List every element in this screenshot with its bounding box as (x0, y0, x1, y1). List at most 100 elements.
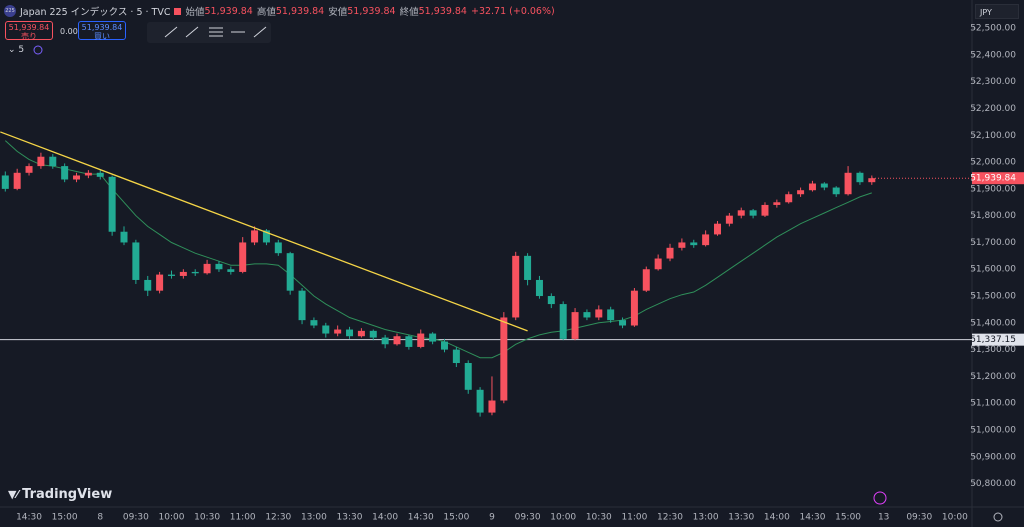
x-tick-label: 10:30 (194, 513, 220, 523)
candle-body (84, 172, 92, 176)
candle-body (298, 290, 306, 321)
candle-body (808, 183, 816, 191)
x-tick-label: 09:30 (906, 513, 932, 523)
candle-body (476, 389, 484, 413)
tool-icon[interactable] (253, 26, 267, 38)
y-tick-label: 51,300.00 (970, 345, 1016, 355)
y-tick-label: 51,800.00 (970, 211, 1016, 221)
candle-body (464, 363, 472, 390)
hline-label: 51,337.15 (970, 335, 1016, 345)
symbol[interactable]: Japan 225 インデックス · 5 · TVC (20, 7, 171, 18)
x-tick-label: 13:30 (337, 513, 363, 523)
ohlc-value: 51,939.84 (347, 5, 396, 17)
x-tick-label: 11:00 (230, 513, 256, 523)
candle-body (761, 204, 769, 216)
candle-body (203, 263, 211, 274)
candle-body (429, 333, 437, 342)
candle-body (547, 296, 555, 305)
y-tick-label: 52,500.00 (970, 24, 1016, 34)
candle-body (488, 400, 496, 413)
candle-body (452, 349, 460, 364)
candle-body (96, 172, 104, 177)
currency[interactable]: JPY (975, 4, 1019, 19)
candle-body (832, 187, 840, 195)
spread: 0.00 (60, 27, 78, 36)
x-tick-label: 10:30 (586, 513, 612, 523)
sell-button[interactable]: 51,939.84 売り (5, 21, 53, 41)
x-tick-label: 10:00 (159, 513, 185, 523)
x-tick-label: 14:00 (372, 513, 398, 523)
candle-body (630, 290, 638, 326)
y-tick-label: 52,300.00 (970, 77, 1016, 87)
interval[interactable]: ⌄ 5 (8, 45, 25, 55)
candle-body (251, 230, 259, 243)
candle-body (856, 172, 864, 183)
buy-price: 51,939.84 (81, 23, 123, 32)
x-tick-label: 10:00 (550, 513, 576, 523)
candle-body (49, 156, 57, 167)
change: +32.71 (+0.06%) (470, 5, 555, 17)
candle-body (714, 223, 721, 235)
candle-body (820, 183, 828, 188)
brand: ▼⁄ TradingView (8, 487, 112, 502)
last-price-bg (972, 172, 1024, 185)
candle-body (678, 242, 686, 248)
candle-body (262, 230, 270, 243)
y-tick-label: 51,400.00 (970, 318, 1016, 328)
x-tick-label: 15:00 (52, 513, 78, 523)
candle-body (702, 234, 710, 246)
candle-body (844, 172, 852, 195)
x-tick-label: 14:30 (408, 513, 434, 523)
x-tick-label: 09:30 (123, 513, 149, 523)
y-tick-label: 51,900.00 (970, 184, 1016, 194)
ohlc-value: 51,939.84 (418, 5, 467, 17)
x-tick-label: 15:00 (443, 513, 469, 523)
candle-body (179, 271, 187, 276)
replay-icon[interactable] (873, 491, 887, 505)
x-tick-label: 13:30 (728, 513, 754, 523)
logo: ▼⁄ (8, 488, 23, 501)
ohlc-label: 始値 (185, 7, 205, 18)
candle-body (666, 247, 674, 259)
candle-body (156, 274, 164, 291)
x-tick-label: 09:30 (515, 513, 541, 523)
buy-button[interactable]: 51,939.84 買い (78, 21, 126, 41)
candle-body (583, 312, 591, 318)
candle-body (274, 242, 282, 254)
candle-body (524, 255, 532, 280)
tool-bar[interactable] (147, 22, 271, 43)
candle-body (120, 231, 128, 243)
candle-body (512, 255, 520, 318)
tool-icon[interactable] (185, 26, 199, 38)
candle-body (773, 202, 781, 205)
indicator-icon[interactable] (33, 45, 43, 55)
candle-body (61, 166, 69, 180)
candle-body (1, 175, 9, 189)
candle-body (535, 279, 543, 297)
candle-body (381, 337, 389, 345)
candle-body (191, 271, 199, 274)
ohlc-value: 51,939.84 (204, 5, 253, 17)
flag[interactable] (174, 7, 182, 15)
sell-price: 51,939.84 (8, 23, 50, 32)
y-tick-label: 51,500.00 (970, 292, 1016, 302)
tool-icon[interactable] (164, 26, 178, 38)
candle-body (797, 190, 805, 195)
tool-icon[interactable] (209, 27, 223, 37)
candle-body (215, 263, 223, 270)
candle-body (607, 309, 615, 321)
candle-body (868, 178, 876, 183)
x-tick-label: 14:30 (799, 513, 825, 523)
y-tick-label: 51,700.00 (970, 238, 1016, 248)
candle-body (37, 156, 45, 167)
candle-body (346, 329, 354, 337)
candle-body (25, 166, 33, 173)
candle-body (595, 309, 603, 318)
candle-body (737, 210, 745, 216)
settings-icon[interactable] (993, 512, 1003, 522)
y-tick-label: 51,600.00 (970, 265, 1016, 275)
y-tick-label: 50,900.00 (970, 452, 1016, 462)
x-tick-label: 15:00 (835, 513, 861, 523)
brand-name: TradingView (22, 487, 113, 502)
x-tick-label: 14:30 (16, 513, 42, 523)
